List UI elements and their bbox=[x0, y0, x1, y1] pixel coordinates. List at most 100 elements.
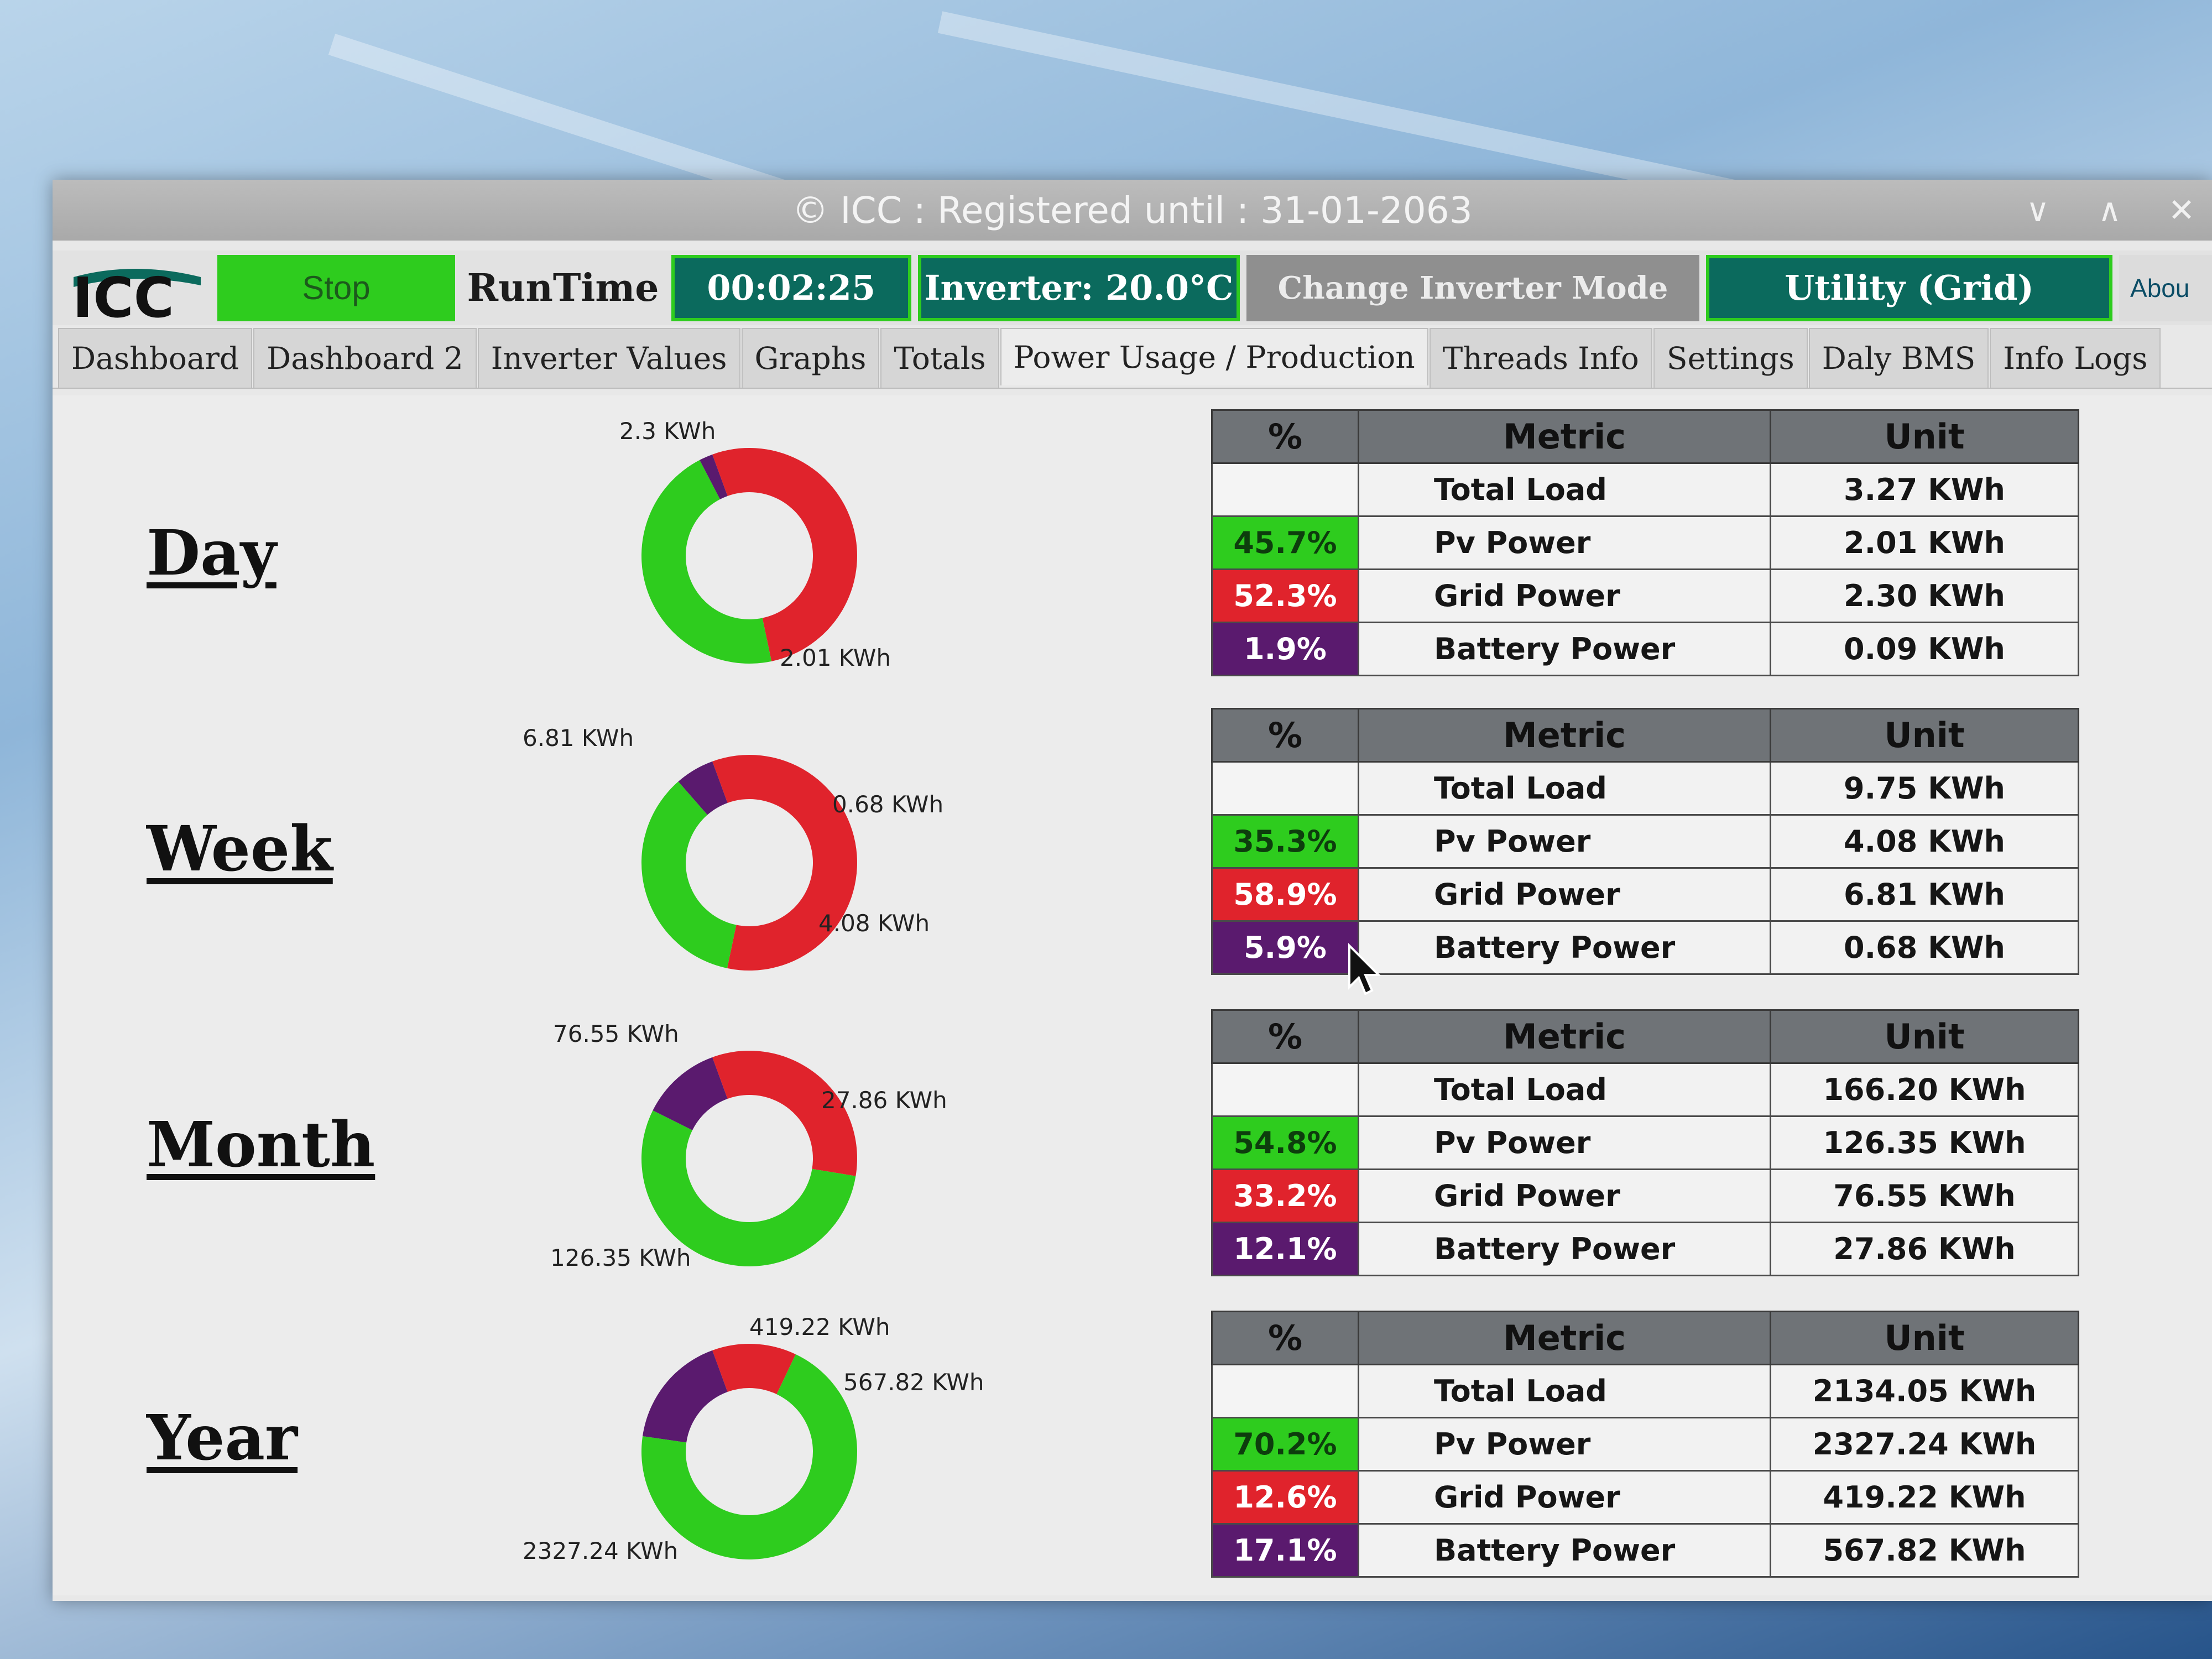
table-row: 54.8% Pv Power 126.35 KWh bbox=[1211, 1115, 2079, 1170]
table-row: 45.7% Pv Power 2.01 KWh bbox=[1211, 515, 2079, 570]
table-row: Total Load 9.75 KWh bbox=[1211, 761, 2079, 816]
close-icon[interactable]: ✕ bbox=[2168, 191, 2195, 229]
table-row: Total Load 2134.05 KWh bbox=[1211, 1364, 2079, 1418]
unit-cell: 419.22 KWh bbox=[1770, 1470, 2079, 1525]
stop-button[interactable]: Stop bbox=[217, 254, 455, 321]
header-unit: Unit bbox=[1770, 708, 2079, 763]
chevron-down-icon[interactable]: ∨ bbox=[2026, 191, 2050, 229]
about-button[interactable]: Abou bbox=[2119, 254, 2212, 321]
unit-cell: 6.81 KWh bbox=[1770, 867, 2079, 922]
pct-cell bbox=[1211, 462, 1359, 517]
donut-chart-month: 76.55 KWh 27.86 KWh 126.35 KWh bbox=[523, 1020, 1020, 1297]
unit-cell: 126.35 KWh bbox=[1770, 1115, 2079, 1170]
utility-grid-status[interactable]: Utility (Grid) bbox=[1705, 254, 2113, 321]
unit-cell: 2.01 KWh bbox=[1770, 515, 2079, 570]
window-title: © ICC : Registered until : 31-01-2063 bbox=[792, 189, 1473, 232]
chevron-up-icon[interactable]: ∧ bbox=[2098, 191, 2122, 229]
unit-cell: 4.08 KWh bbox=[1770, 814, 2079, 869]
app-window: © ICC : Registered until : 31-01-2063 ∨ … bbox=[53, 180, 2212, 1601]
metric-cell: Pv Power bbox=[1358, 814, 1771, 869]
pct-cell: 58.9% bbox=[1211, 867, 1359, 922]
unit-cell: 0.09 KWh bbox=[1770, 622, 2079, 676]
pct-cell: 70.2% bbox=[1211, 1417, 1359, 1472]
donut-svg-week bbox=[641, 755, 857, 971]
header-pct: % bbox=[1211, 1311, 1359, 1365]
chart-label-battery: 0.68 KWh bbox=[832, 791, 944, 818]
header-unit: Unit bbox=[1770, 1311, 2079, 1365]
header-metric: Metric bbox=[1358, 708, 1771, 763]
chart-label-grid: 419.22 KWh bbox=[749, 1313, 890, 1340]
runtime-value: 00:02:25 bbox=[671, 254, 911, 321]
tab-info-logs[interactable]: Info Logs bbox=[1990, 328, 2161, 388]
metric-cell: Pv Power bbox=[1358, 1115, 1771, 1170]
table-row: Total Load 3.27 KWh bbox=[1211, 462, 2079, 517]
unit-cell: 2327.24 KWh bbox=[1770, 1417, 2079, 1472]
tab-threads-info[interactable]: Threads Info bbox=[1429, 328, 1652, 388]
metric-cell: Grid Power bbox=[1358, 867, 1771, 922]
header-pct: % bbox=[1211, 1009, 1359, 1064]
table-row: 12.6% Grid Power 419.22 KWh bbox=[1211, 1470, 2079, 1525]
pct-cell: 12.1% bbox=[1211, 1222, 1359, 1276]
pct-cell: 5.9% bbox=[1211, 920, 1359, 975]
tab-dashboard-2[interactable]: Dashboard 2 bbox=[253, 328, 477, 388]
metric-cell: Pv Power bbox=[1358, 515, 1771, 570]
period-title-year: Year bbox=[147, 1402, 298, 1474]
period-title-week: Week bbox=[147, 813, 333, 885]
metric-cell: Battery Power bbox=[1358, 1523, 1771, 1578]
header-unit: Unit bbox=[1770, 409, 2079, 464]
metric-cell: Total Load bbox=[1358, 761, 1771, 816]
window-controls: ∨ ∧ ✕ bbox=[2018, 191, 2201, 229]
pct-cell bbox=[1211, 761, 1359, 816]
title-bar: © ICC : Registered until : 31-01-2063 ∨ … bbox=[53, 180, 2212, 241]
table-row: 52.3% Grid Power 2.30 KWh bbox=[1211, 568, 2079, 623]
donut-slice-pv-power bbox=[641, 460, 772, 664]
table-header-row: % Metric Unit bbox=[1211, 1311, 2079, 1365]
metric-cell: Grid Power bbox=[1358, 568, 1771, 623]
pct-cell: 45.7% bbox=[1211, 515, 1359, 570]
donut-slice-grid-power bbox=[712, 1051, 857, 1176]
pct-cell: 33.2% bbox=[1211, 1168, 1359, 1223]
pct-cell: 54.8% bbox=[1211, 1115, 1359, 1170]
toolbar: ICC Stop RunTime 00:02:25 Inverter: 20.0… bbox=[53, 251, 2212, 325]
donut-svg-day bbox=[641, 448, 857, 664]
metric-cell: Battery Power bbox=[1358, 1222, 1771, 1276]
icc-logo: ICC bbox=[64, 252, 211, 324]
tab-totals[interactable]: Totals bbox=[880, 328, 999, 388]
donut-slice-battery-power bbox=[643, 1350, 728, 1443]
tab-settings[interactable]: Settings bbox=[1653, 328, 1808, 388]
period-title-day: Day bbox=[147, 517, 276, 589]
change-inverter-mode-button[interactable]: Change Inverter Mode bbox=[1246, 254, 1699, 321]
table-header-row: % Metric Unit bbox=[1211, 1009, 2079, 1064]
donut-slice-pv-power bbox=[641, 1110, 856, 1266]
donut-chart-year: 419.22 KWh 567.82 KWh 2327.24 KWh bbox=[523, 1313, 1020, 1590]
tab-graphs[interactable]: Graphs bbox=[741, 328, 880, 388]
pct-cell: 12.6% bbox=[1211, 1470, 1359, 1525]
header-metric: Metric bbox=[1358, 1009, 1771, 1064]
tab-daly-bms[interactable]: Daly BMS bbox=[1808, 328, 1989, 388]
metrics-table-week: % Metric Unit Total Load 9.75 KWh 35.3% … bbox=[1211, 708, 2079, 975]
tab-dashboard[interactable]: Dashboard bbox=[58, 328, 253, 388]
pct-cell bbox=[1211, 1062, 1359, 1117]
chart-label-pv: 2327.24 KWh bbox=[523, 1537, 679, 1564]
table-row: 58.9% Grid Power 6.81 KWh bbox=[1211, 867, 2079, 922]
period-title-month: Month bbox=[147, 1109, 375, 1181]
pct-cell bbox=[1211, 1364, 1359, 1418]
donut-slice-pv-power bbox=[641, 781, 737, 968]
table-row: 12.1% Battery Power 27.86 KWh bbox=[1211, 1222, 2079, 1276]
table-row: 35.3% Pv Power 4.08 KWh bbox=[1211, 814, 2079, 869]
unit-cell: 567.82 KWh bbox=[1770, 1523, 2079, 1578]
tab-bar: Dashboard Dashboard 2 Inverter Values Gr… bbox=[53, 328, 2212, 389]
header-pct: % bbox=[1211, 708, 1359, 763]
donut-chart-week: 6.81 KWh 0.68 KWh 4.08 KWh bbox=[523, 724, 1020, 1001]
tab-power-usage-production[interactable]: Power Usage / Production bbox=[1000, 328, 1428, 385]
tab-inverter-values[interactable]: Inverter Values bbox=[477, 328, 740, 388]
chart-label-grid: 6.81 KWh bbox=[523, 724, 634, 752]
unit-cell: 166.20 KWh bbox=[1770, 1062, 2079, 1117]
svg-text:ICC: ICC bbox=[72, 265, 174, 321]
inverter-temperature: Inverter: 20.0°C bbox=[917, 254, 1240, 321]
chart-label-battery: 27.86 KWh bbox=[821, 1087, 947, 1114]
chart-label-grid: 76.55 KWh bbox=[553, 1020, 679, 1047]
table-row: 5.9% Battery Power 0.68 KWh bbox=[1211, 920, 2079, 975]
donut-chart-day: 2.3 KWh 2.01 KWh bbox=[523, 418, 1020, 694]
header-metric: Metric bbox=[1358, 409, 1771, 464]
